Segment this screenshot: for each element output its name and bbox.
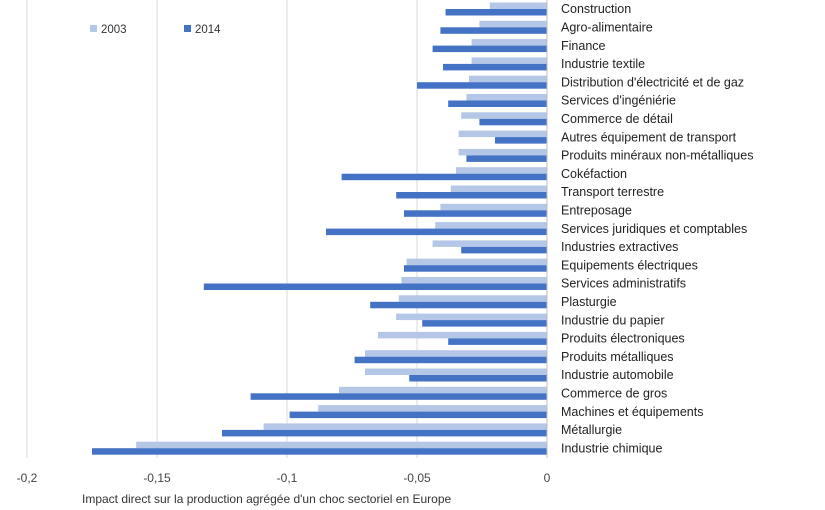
category-label: Finance xyxy=(561,39,606,53)
bar-2003 xyxy=(406,258,547,266)
bar-2003 xyxy=(401,277,547,284)
bar-2014 xyxy=(448,338,547,345)
bar-2014 xyxy=(443,63,547,71)
bar-2003 xyxy=(469,75,547,83)
category-label: Métallurgie xyxy=(561,423,622,437)
bar-2014 xyxy=(354,356,547,364)
bar-2014 xyxy=(250,393,547,400)
bar-2003 xyxy=(435,222,547,229)
category-label: Equipements électriques xyxy=(561,258,698,272)
category-label: Produits métalliques xyxy=(561,350,674,364)
bar-2003 xyxy=(339,386,547,394)
category-label: Industrie du papier xyxy=(561,313,665,327)
category-label: Distribution d'électricité et de gaz xyxy=(561,75,744,89)
bar-2003 xyxy=(432,240,547,247)
bar-2003 xyxy=(456,167,547,174)
legend: 2003 2014 xyxy=(90,24,221,36)
x-tick-label: -0,15 xyxy=(143,471,171,485)
bar-2014 xyxy=(404,265,547,272)
category-label: Autres équipement de transport xyxy=(561,130,737,144)
bar-2003 xyxy=(318,405,547,412)
bar-2003 xyxy=(365,350,547,357)
bar-2014 xyxy=(461,246,547,254)
bar-2014 xyxy=(222,429,547,437)
bar-2003 xyxy=(398,295,547,302)
category-label: Agro-alimentaire xyxy=(561,20,653,34)
category-label: Industrie chimique xyxy=(561,441,662,455)
category-label: Machines et équipements xyxy=(561,405,703,419)
bar-2003 xyxy=(458,148,547,156)
legend-swatch xyxy=(90,25,97,32)
category-label: Industrie textile xyxy=(561,57,645,71)
category-label: Industries extractives xyxy=(561,240,678,254)
category-label: Plasturgie xyxy=(561,295,617,309)
bar-2014 xyxy=(422,320,547,327)
category-label: Transport terrestre xyxy=(561,185,664,199)
bar-2003 xyxy=(365,368,547,375)
bars xyxy=(92,2,548,455)
bar-2014 xyxy=(341,173,547,181)
bar-2003 xyxy=(479,20,547,28)
x-axis-title: Impact direct sur la production agrégée … xyxy=(82,492,451,506)
bar-2014 xyxy=(396,192,547,199)
bar-2014 xyxy=(289,411,547,419)
category-label: Services d'ingéniérie xyxy=(561,94,676,108)
legend-item: 2014 xyxy=(184,24,221,36)
bar-2014 xyxy=(326,228,547,236)
category-label: Construction xyxy=(561,2,631,16)
x-tick-label: 0 xyxy=(544,471,551,485)
category-label: Produits électroniques xyxy=(561,332,685,346)
category-label: Industrie automobile xyxy=(561,368,674,382)
bar-2014 xyxy=(92,448,547,455)
legend-item: 2003 xyxy=(90,24,127,36)
bar-2003 xyxy=(461,112,547,119)
x-axis-tick-labels: -0,2 -0,15 -0,1 -0,05 0 xyxy=(17,471,551,485)
bar-2014 xyxy=(417,82,547,89)
legend-swatch xyxy=(184,25,191,32)
bar-2003 xyxy=(440,203,547,211)
bar-2014 xyxy=(440,27,547,34)
bar-2003 xyxy=(458,130,547,138)
bar-2003 xyxy=(136,441,547,449)
category-label: Cokéfaction xyxy=(561,167,627,181)
category-label: Commerce de détail xyxy=(561,112,673,126)
bar-2014 xyxy=(432,45,547,53)
bar-2014 xyxy=(370,301,547,309)
bar-2003 xyxy=(471,57,547,64)
x-tick-label: -0,05 xyxy=(403,471,431,485)
bar-2014 xyxy=(409,375,547,382)
bar-2014 xyxy=(448,100,547,107)
legend-label: 2003 xyxy=(101,24,127,36)
bar-2003 xyxy=(450,185,547,192)
bar-2014 xyxy=(479,118,547,126)
bar-2003 xyxy=(396,313,547,321)
bar-2003 xyxy=(471,39,547,46)
category-label: Commerce de gros xyxy=(561,386,667,400)
bar-2014 xyxy=(404,210,547,217)
bar-2003 xyxy=(489,2,547,9)
category-label: Services juridiques et comptables xyxy=(561,222,747,236)
x-tick-label: -0,2 xyxy=(17,471,38,485)
bar-2014 xyxy=(495,137,547,144)
category-labels: Construction Agro-alimentaire Finance Indus… xyxy=(561,2,753,455)
legend-label: 2014 xyxy=(195,24,221,36)
bar-2003 xyxy=(263,423,547,430)
x-tick-label: -0,1 xyxy=(277,471,298,485)
category-label: Entreposage xyxy=(561,203,632,217)
bar-2003 xyxy=(378,331,547,339)
category-label: Produits minéraux non-métalliques xyxy=(561,149,753,163)
bar-2014 xyxy=(466,155,547,162)
bar-2014 xyxy=(203,283,548,290)
bar-2003 xyxy=(466,94,547,101)
bar-2014 xyxy=(445,9,547,16)
category-label: Services administratifs xyxy=(561,277,686,291)
